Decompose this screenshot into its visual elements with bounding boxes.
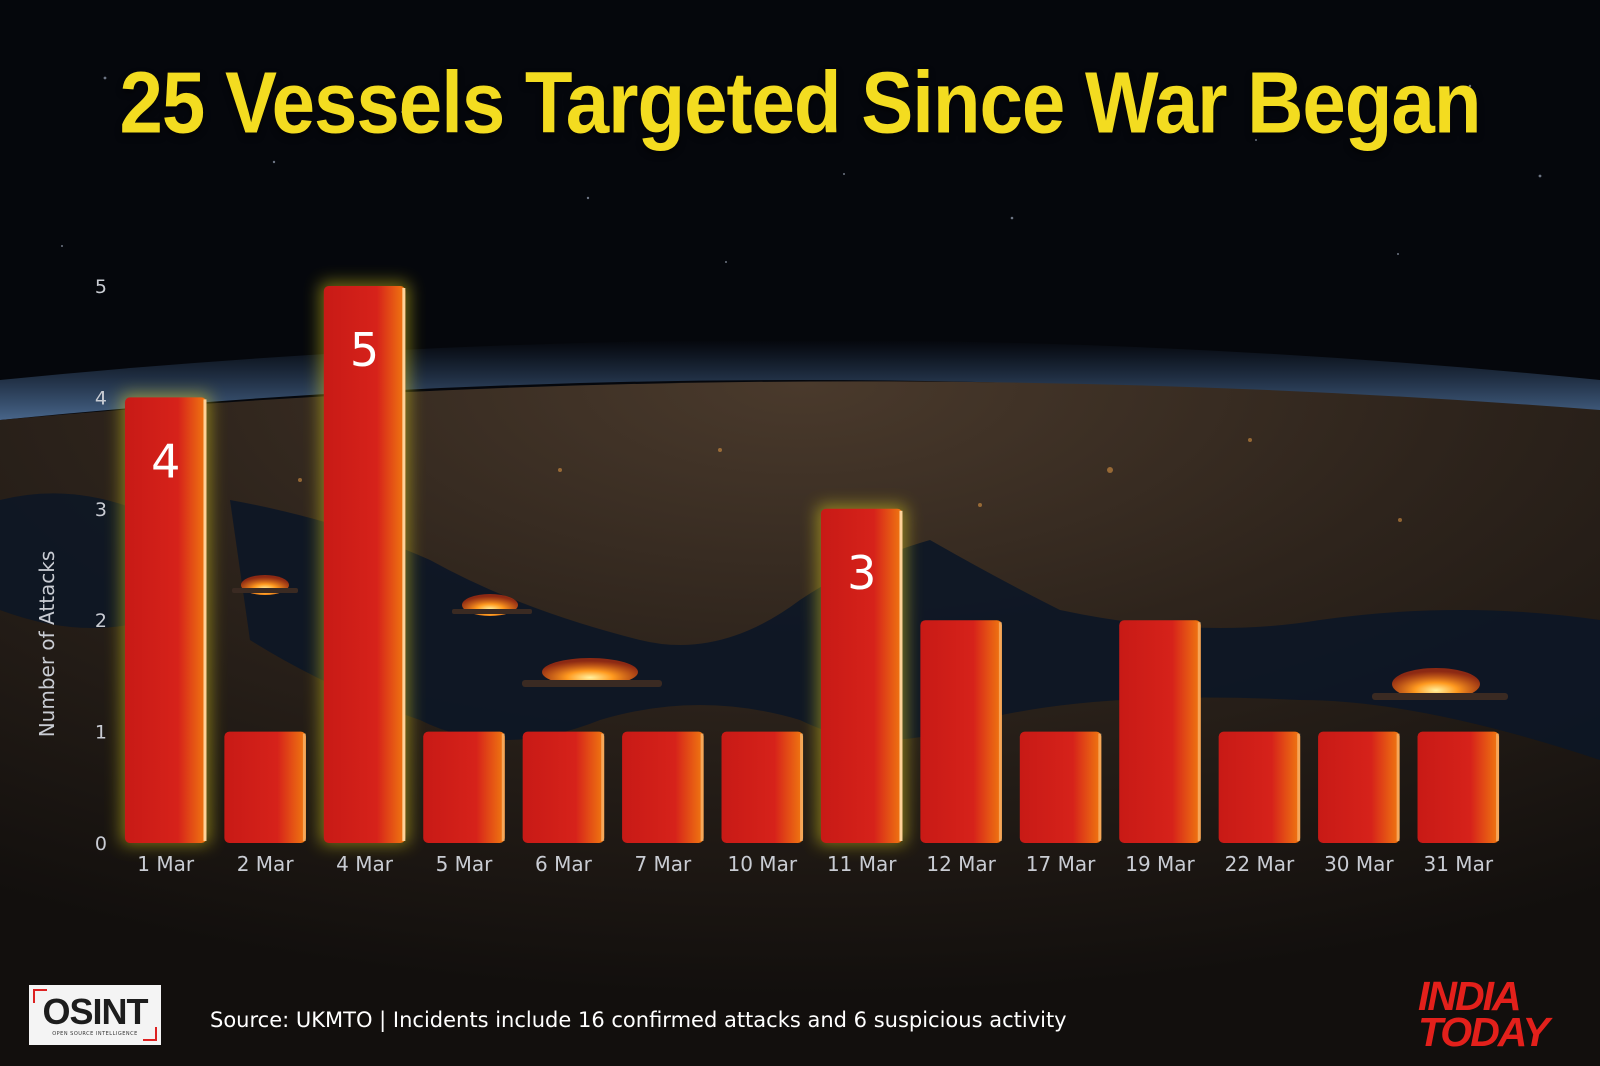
- x-tick-label: 11 Mar: [827, 852, 897, 876]
- india-today-logo-line2: TODAY: [1418, 1009, 1550, 1055]
- bar-edge-highlight: [501, 733, 505, 841]
- osint-logo-subtext: OPEN SOURCE INTELLIGENCE: [52, 1031, 138, 1037]
- bar-edge-highlight: [1496, 733, 1500, 841]
- bar-11-mar: [820, 508, 903, 843]
- y-tick-label: 0: [95, 833, 107, 855]
- bar-17-mar: [1019, 731, 1102, 843]
- osint-logo-text: OSINT: [42, 991, 148, 1032]
- bar-10-mar: [721, 731, 804, 843]
- bar-1-mar: [124, 397, 207, 843]
- bar-7-mar: [622, 731, 704, 843]
- bar-edge-highlight: [899, 510, 903, 841]
- burning-ship-icon: [1372, 668, 1508, 700]
- x-tick-label: 7 Mar: [634, 852, 692, 876]
- india-today-logo-line1: INDIA: [1418, 973, 1522, 1019]
- bar-edge-highlight: [402, 288, 406, 841]
- data-label: 4: [151, 434, 180, 488]
- x-tick-label: 30 Mar: [1324, 852, 1394, 876]
- bar-30-mar: [1318, 731, 1400, 843]
- source-note: Source: UKMTO | Incidents include 16 con…: [210, 1008, 1067, 1032]
- bar-edge-highlight: [601, 733, 605, 841]
- bar-6-mar: [522, 731, 605, 843]
- bar-edge-highlight: [302, 733, 306, 841]
- bar-edge-highlight: [800, 733, 804, 841]
- x-tick-label: 19 Mar: [1125, 852, 1195, 876]
- bar-5-mar: [423, 731, 505, 843]
- india-today-logo: INDIA TODAY: [1418, 973, 1568, 1055]
- x-tick-label: 31 Mar: [1424, 852, 1494, 876]
- bar-12-mar: [920, 620, 1002, 843]
- bar-edge-highlight: [1098, 733, 1102, 841]
- x-tick-label: 10 Mar: [728, 852, 798, 876]
- bar-4-mar: [323, 286, 406, 843]
- bar-31-mar: [1417, 731, 1500, 843]
- bar-19-mar: [1119, 620, 1201, 843]
- bar-edge-highlight: [203, 399, 207, 841]
- bar-edge-highlight: [1396, 733, 1400, 841]
- y-tick-label: 4: [95, 387, 107, 409]
- x-tick-label: 17 Mar: [1026, 852, 1096, 876]
- data-label: 3: [847, 546, 876, 600]
- bar-22-mar: [1218, 731, 1301, 843]
- y-tick-label: 5: [95, 276, 107, 298]
- x-tick-label: 22 Mar: [1225, 852, 1295, 876]
- bar-edge-highlight: [700, 733, 704, 841]
- y-tick-label: 1: [95, 722, 107, 744]
- burning-ship-icon: [232, 575, 298, 595]
- y-tick-label: 3: [95, 499, 107, 521]
- data-label: 5: [350, 323, 379, 377]
- osint-logo: OSINT OPEN SOURCE INTELLIGENCE: [29, 985, 161, 1045]
- burning-ship-icon: [522, 658, 662, 687]
- y-axis-label: Number of Attacks: [35, 551, 59, 738]
- bar-edge-highlight: [1297, 733, 1301, 841]
- chart-title: 25 Vessels Targeted Since War Began: [119, 53, 1482, 152]
- burning-ship-icon: [452, 594, 532, 616]
- x-tick-label: 6 Mar: [535, 852, 593, 876]
- y-tick-label: 2: [95, 610, 107, 632]
- x-tick-label: 4 Mar: [336, 852, 394, 876]
- x-tick-label: 5 Mar: [436, 852, 494, 876]
- bar-2-mar: [224, 731, 306, 843]
- x-tick-label: 12 Mar: [926, 852, 996, 876]
- bar-edge-highlight: [1197, 622, 1201, 841]
- bar-edge-highlight: [998, 622, 1002, 841]
- x-tick-label: 1 Mar: [137, 852, 195, 876]
- x-tick-label: 2 Mar: [237, 852, 295, 876]
